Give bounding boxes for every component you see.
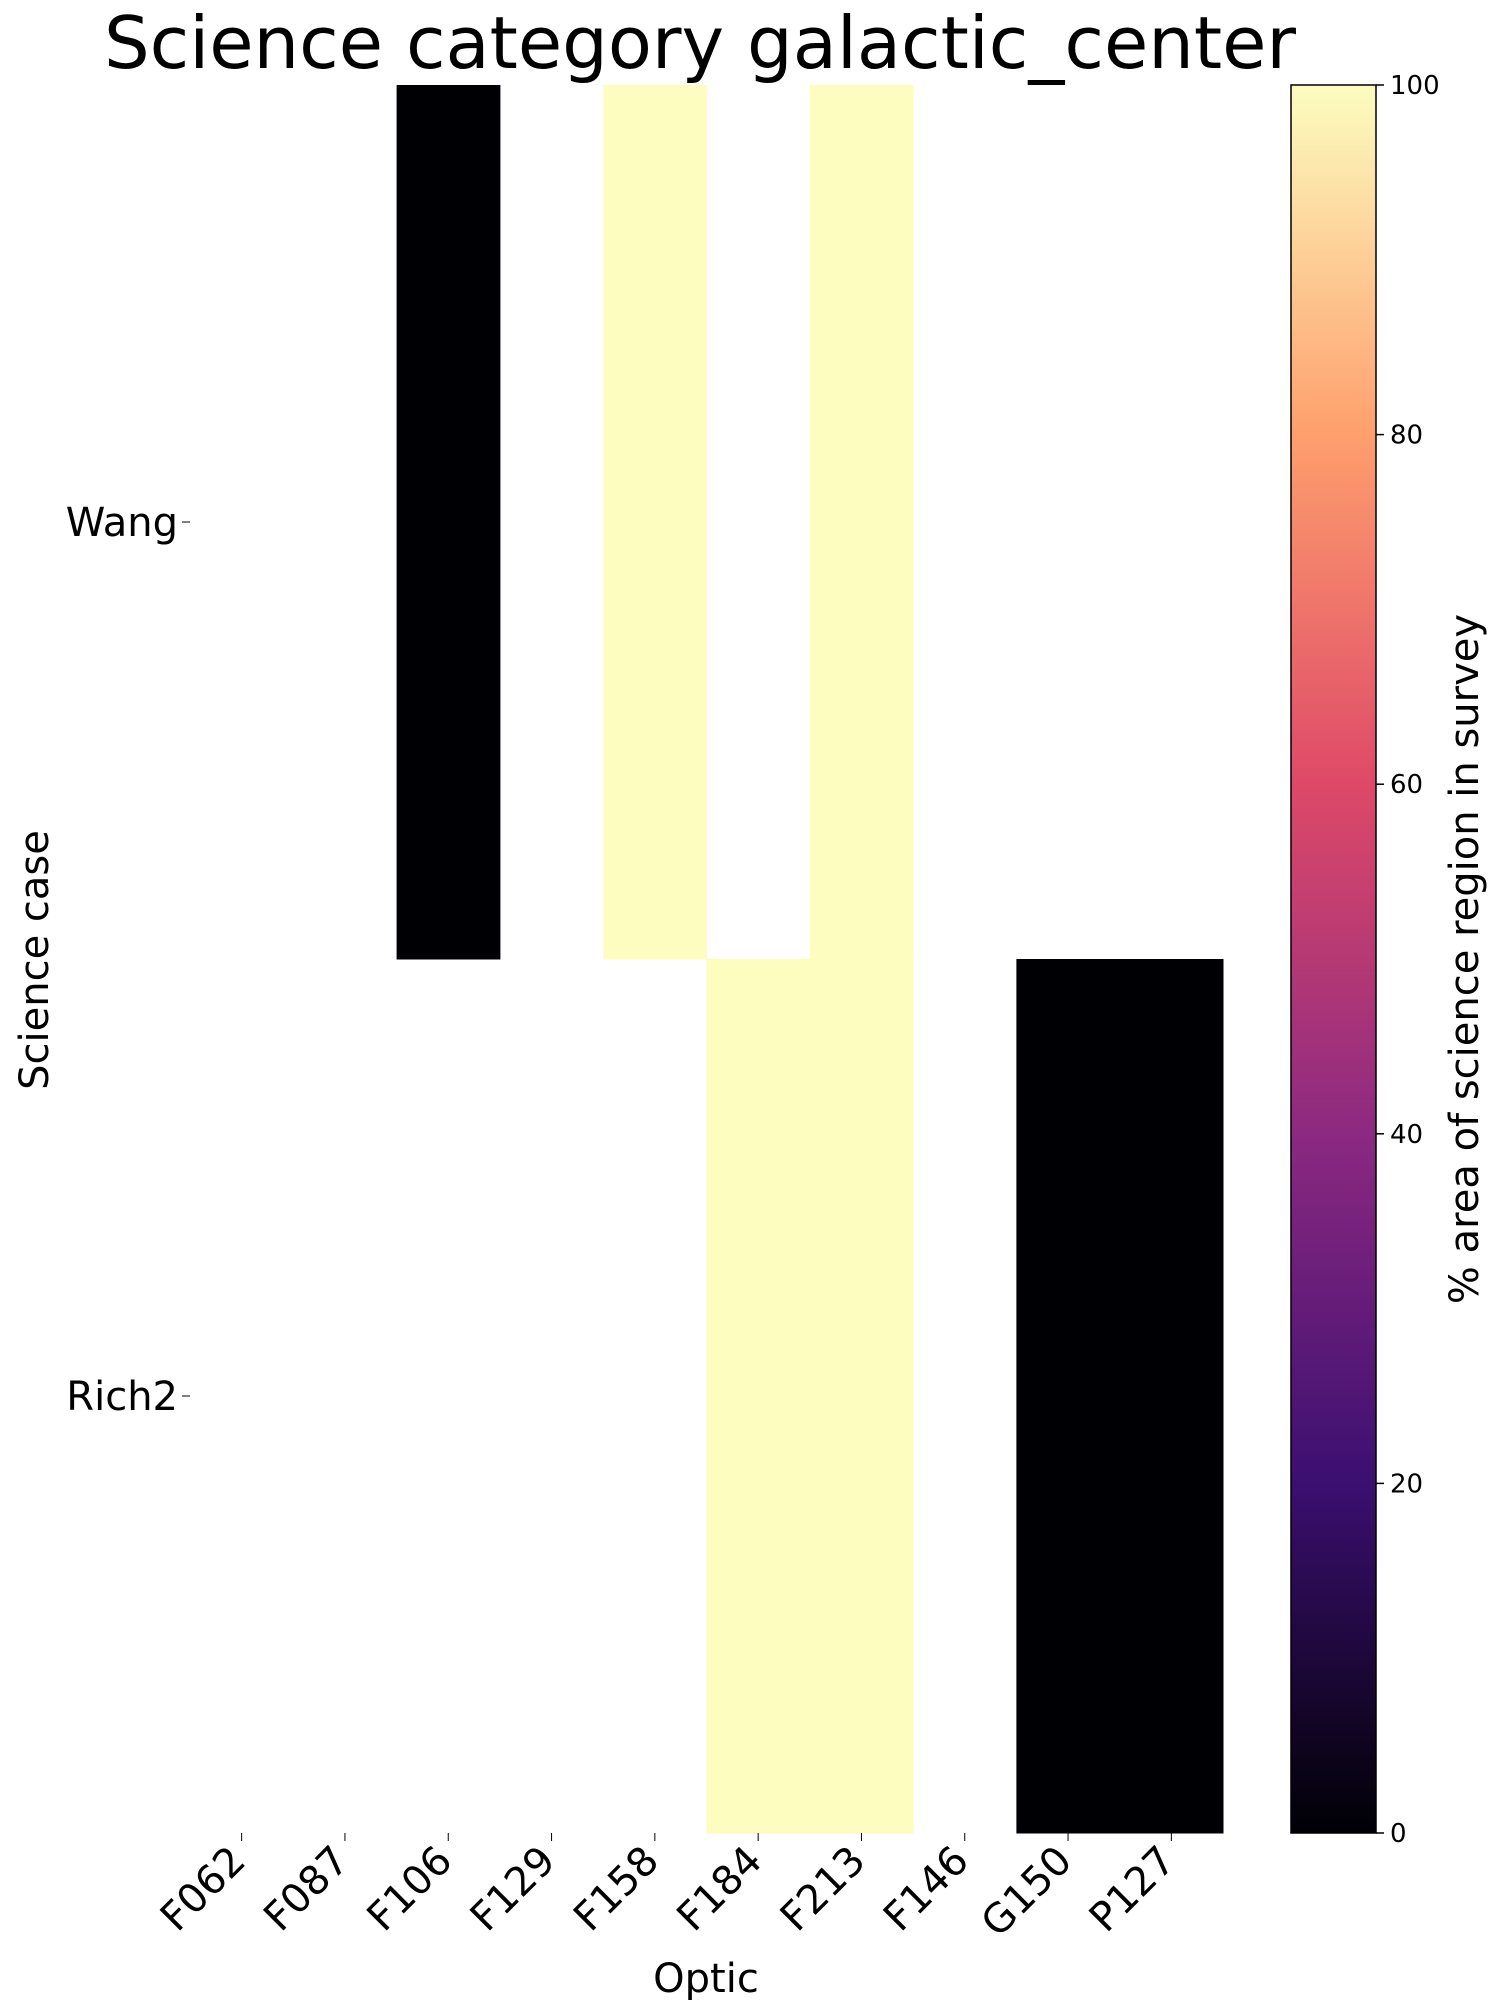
heatmap-cells bbox=[396, 85, 1224, 1834]
heatmap-cell bbox=[809, 959, 914, 1834]
colorbar-label: % area of science region in survey bbox=[1442, 614, 1488, 1304]
colorbar-tick-label: 100 bbox=[1390, 71, 1440, 101]
x-axis-label: Optic bbox=[653, 1956, 759, 2000]
colorbar-tick-label: 40 bbox=[1390, 1120, 1423, 1150]
x-tick-label: F106 bbox=[359, 1838, 462, 1941]
heatmap-cell bbox=[1119, 959, 1224, 1834]
x-tick-label: F213 bbox=[772, 1838, 875, 1941]
heatmap-cell bbox=[809, 85, 914, 960]
x-tick-label: F146 bbox=[875, 1838, 978, 1941]
x-tick-label: P127 bbox=[1081, 1838, 1185, 1942]
chart-title: Science category galactic_center bbox=[104, 1, 1296, 85]
x-tick-label: F087 bbox=[255, 1838, 358, 1941]
heatmap-cell bbox=[603, 85, 707, 960]
colorbar-tick-label: 0 bbox=[1390, 1819, 1407, 1849]
x-tick-label: G150 bbox=[973, 1838, 1081, 1946]
colorbar-ticks: 0 20 40 60 80 100 bbox=[1376, 71, 1440, 1849]
y-axis-label: Science case bbox=[12, 830, 58, 1090]
colorbar-tick-label: 20 bbox=[1390, 1469, 1423, 1499]
y-tick-label: Wang bbox=[66, 500, 178, 546]
colorbar-tick-label: 80 bbox=[1390, 421, 1423, 451]
x-tick-label: F158 bbox=[565, 1838, 668, 1941]
y-tick-label: Rich2 bbox=[66, 1374, 178, 1420]
colorbar-tick-label: 60 bbox=[1390, 770, 1423, 800]
x-tick-label: F184 bbox=[668, 1838, 771, 1941]
y-axis-ticks: Wang Rich2 bbox=[66, 500, 190, 1420]
heatmap-cell bbox=[706, 959, 811, 1834]
colorbar bbox=[1290, 84, 1377, 1834]
x-tick-label: F062 bbox=[152, 1838, 255, 1941]
heatmap-cell bbox=[1016, 959, 1121, 1834]
x-tick-label: F129 bbox=[462, 1838, 565, 1941]
heatmap-cell bbox=[396, 85, 501, 960]
